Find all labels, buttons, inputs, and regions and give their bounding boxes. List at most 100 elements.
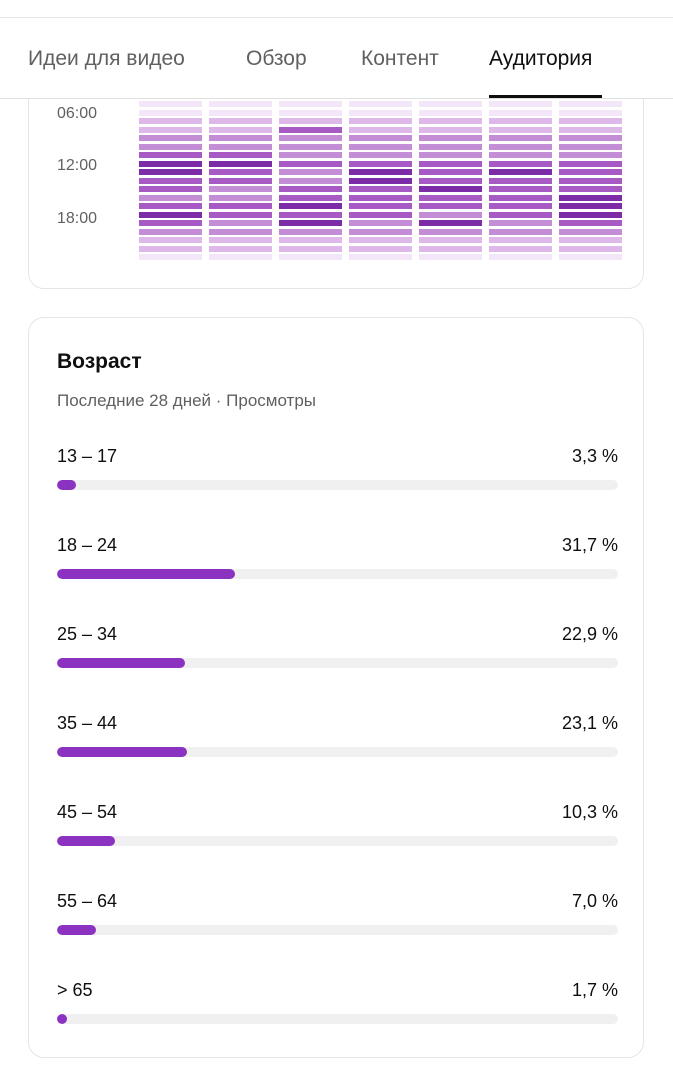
heatmap-cell — [279, 118, 342, 124]
heatmap-cell — [419, 237, 482, 243]
age-bar-fill — [57, 569, 235, 579]
heatmap-cell — [139, 152, 202, 158]
heatmap-cell — [559, 126, 622, 133]
age-bar-track — [57, 1014, 618, 1024]
heatmap-cell — [559, 177, 622, 184]
heatmap-cell — [209, 177, 272, 184]
heatmap-cell — [209, 135, 272, 141]
heatmap-cell — [279, 194, 342, 201]
heatmap-cell — [559, 118, 622, 124]
heatmap-cell — [489, 220, 552, 226]
heatmap-cell — [349, 245, 412, 252]
heatmap-cell — [139, 109, 202, 116]
heatmap-cell — [349, 228, 412, 235]
age-bar-track — [57, 658, 618, 668]
heatmap-cell — [489, 169, 552, 175]
heatmap-cell — [279, 245, 342, 252]
tab-audience[interactable]: Аудитория — [489, 47, 593, 70]
heatmap-cell — [559, 101, 622, 107]
age-group-row[interactable]: 55 – 64 7,0 % — [57, 891, 618, 951]
active-tab-indicator — [489, 95, 602, 98]
age-group-label: 55 – 64 — [57, 891, 118, 911]
heatmap-cell — [419, 194, 482, 201]
heatmap-cell — [559, 211, 622, 218]
heatmap-cell — [559, 228, 622, 235]
heatmap-cell — [489, 143, 552, 150]
age-group-row[interactable]: 18 – 24 31,7 % — [57, 535, 618, 595]
age-group-value: 3,3 % — [571, 446, 618, 466]
age-group-value: 1,7 % — [571, 980, 618, 1000]
heatmap-cell — [559, 220, 622, 226]
age-group-row[interactable]: 25 – 34 22,9 % — [57, 624, 618, 684]
heatmap-cell — [559, 237, 622, 243]
tab-content[interactable]: Контент — [361, 47, 439, 70]
heatmap-cell — [209, 254, 272, 260]
heatmap-cell — [419, 228, 482, 235]
heatmap-cell — [209, 194, 272, 201]
heatmap-cell — [349, 152, 412, 158]
age-bar-fill — [57, 925, 97, 935]
heatmap-cell — [559, 254, 622, 260]
heatmap-cell — [209, 169, 272, 175]
heatmap-cell — [209, 109, 272, 116]
heatmap-cell — [489, 245, 552, 252]
tab-bar: Идеи для видео Обзор Контент Аудитория — [0, 18, 673, 99]
heatmap-cell — [209, 118, 272, 124]
heatmap-cell — [559, 109, 622, 116]
age-group-row[interactable]: 13 – 17 3,3 % — [57, 446, 618, 506]
heatmap-cell — [489, 101, 552, 107]
heatmap-cell — [209, 203, 272, 209]
heatmap-cell — [489, 118, 552, 124]
heatmap-cell — [209, 160, 272, 167]
age-group-label: 45 – 54 — [57, 802, 118, 822]
heatmap-cell — [279, 237, 342, 243]
viewer-activity-heatmap — [139, 101, 622, 263]
age-group-label: 18 – 24 — [57, 535, 118, 555]
age-card-subtitle: Последние 28 дней · Просмотры — [57, 391, 317, 410]
heatmap-cell — [349, 109, 412, 116]
age-group-row[interactable]: 35 – 44 23,1 % — [57, 713, 618, 773]
heatmap-cell — [489, 160, 552, 167]
heatmap-cell — [419, 177, 482, 184]
heatmap-cell — [349, 237, 412, 243]
heatmap-cell — [139, 177, 202, 184]
heatmap-cell — [279, 109, 342, 116]
age-group-label: 25 – 34 — [57, 624, 118, 644]
age-group-value: 22,9 % — [561, 624, 618, 644]
heatmap-cell — [559, 143, 622, 150]
age-bar-track — [57, 836, 618, 846]
heatmap-cell — [139, 160, 202, 167]
heatmap-cell — [279, 101, 342, 107]
age-group-label: > 65 — [57, 980, 93, 1000]
heatmap-cell — [559, 135, 622, 141]
heatmap-cell — [209, 228, 272, 235]
heatmap-cell — [489, 254, 552, 260]
heatmap-cell — [209, 220, 272, 226]
heatmap-cell — [139, 194, 202, 201]
heatmap-cell — [209, 186, 272, 192]
time-label-06: 06:00 — [57, 105, 98, 122]
age-bar-fill — [57, 658, 186, 668]
age-group-row[interactable]: 45 – 54 10,3 % — [57, 802, 618, 862]
heatmap-cell — [419, 220, 482, 226]
heatmap-cell — [419, 109, 482, 116]
heatmap-cell — [349, 135, 412, 141]
heatmap-cell — [489, 228, 552, 235]
heatmap-cell — [209, 152, 272, 158]
heatmap-cell — [559, 169, 622, 175]
age-card-title: Возраст — [57, 350, 142, 373]
heatmap-cell — [349, 254, 412, 260]
heatmap-cell — [489, 211, 552, 218]
tab-overview[interactable]: Обзор — [246, 47, 307, 70]
heatmap-cell — [559, 245, 622, 252]
age-bar-track — [57, 747, 618, 757]
heatmap-cell — [209, 126, 272, 133]
heatmap-cell — [559, 203, 622, 209]
heatmap-cell — [419, 135, 482, 141]
age-group-row[interactable]: > 65 1,7 % — [57, 980, 618, 1040]
tab-video-ideas[interactable]: Идеи для видео — [28, 47, 185, 70]
heatmap-cell — [279, 254, 342, 260]
heatmap-cell — [559, 160, 622, 167]
time-label-18: 18:00 — [57, 210, 98, 227]
heatmap-cell — [209, 245, 272, 252]
